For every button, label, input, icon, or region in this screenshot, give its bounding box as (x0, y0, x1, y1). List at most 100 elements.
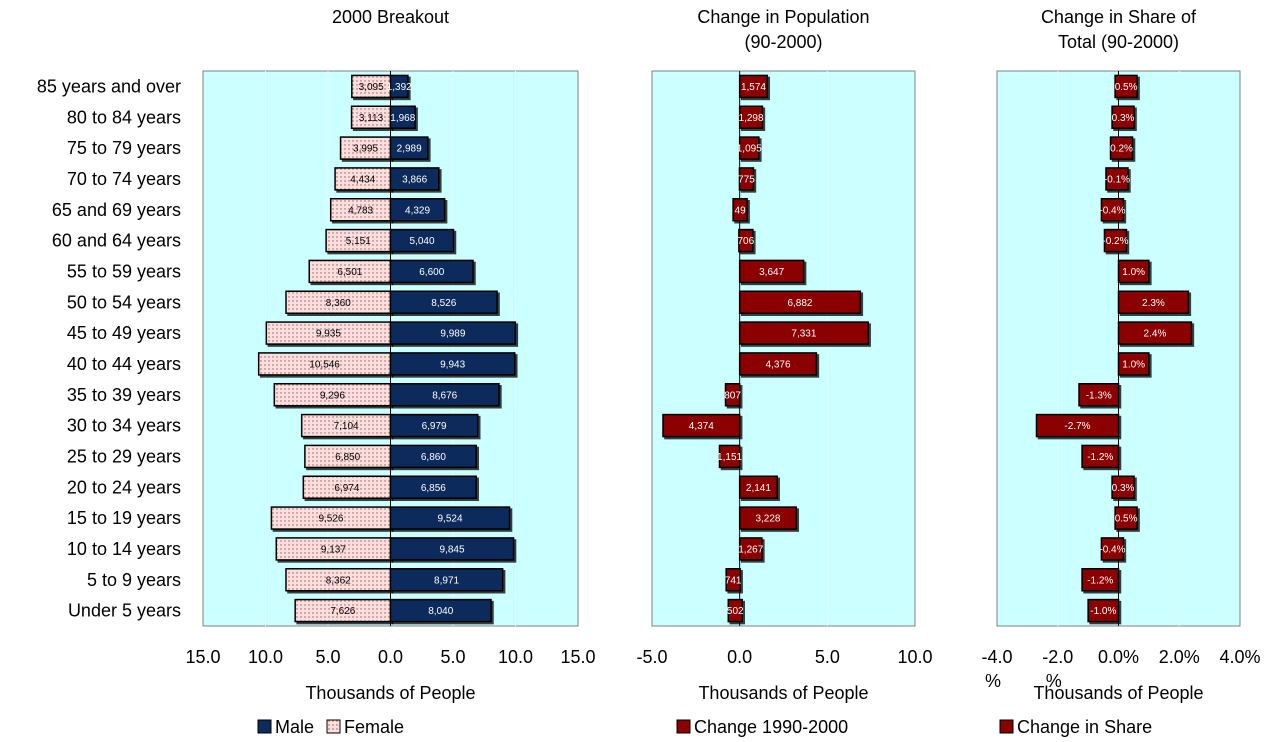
bar-male (389, 444, 477, 469)
bar-change (1111, 105, 1135, 129)
age-category-labels: 85 years and over 80 to 84 years 75 to 79 … (37, 76, 181, 620)
chart-title: 2000 Breakout (332, 7, 449, 27)
bar-change (1087, 598, 1120, 623)
chart-2000-breakout: 2000 Breakout 3,095 1,392 3,113 1,968 3,995 2,… (185, 7, 595, 737)
tick-label: -4.0 (981, 647, 1012, 667)
bar-label-change: 1.0% (1122, 359, 1145, 370)
bar-change (1114, 74, 1138, 99)
tick-label: 0.0% (1098, 647, 1139, 667)
bar-label-male: 6,856 (421, 483, 446, 494)
bar-change (738, 136, 760, 160)
bar-label-male: 4,329 (405, 205, 430, 216)
bar-label-change: -2.7% (1064, 421, 1090, 432)
bar-male (389, 259, 474, 284)
bar-change (1117, 259, 1150, 284)
bar-change (1117, 352, 1150, 376)
chart-title: Change in Share of (1041, 7, 1197, 27)
bar-label-female: 8,360 (326, 298, 351, 309)
category-label: 35 to 39 years (67, 385, 181, 405)
bar-label-female: 7,104 (334, 421, 359, 432)
category-label: 15 to 19 years (67, 508, 181, 528)
category-label: 60 and 64 years (52, 231, 181, 251)
bar-label-change: 0.5% (1115, 82, 1138, 93)
bar-label-male: 6,600 (419, 267, 444, 278)
bar-male (389, 198, 446, 222)
bar-label-change: 0.2% (1110, 144, 1133, 155)
bar-change (738, 105, 764, 129)
category-label: 45 to 49 years (67, 323, 181, 343)
bar-change (1109, 136, 1134, 160)
bar-male (389, 228, 455, 253)
bar-label-male: 8,676 (432, 390, 457, 401)
category-label: 50 to 54 years (67, 292, 181, 312)
tick-label: 4.0% (1219, 647, 1260, 667)
bar-label-female: 9,137 (321, 544, 346, 555)
x-axis-label: Thousands of People (698, 683, 868, 703)
legend-swatch (326, 719, 341, 734)
legend-swatch (257, 719, 272, 734)
bar-male (389, 475, 477, 499)
bar-change (1105, 167, 1129, 191)
bar-male (389, 383, 500, 407)
bar-change (738, 167, 755, 191)
bar-label-change: 1,151 (717, 452, 742, 463)
bar-label-change: 3,228 (755, 514, 780, 525)
category-label: 70 to 74 years (67, 169, 181, 189)
bar-label-change: 706 (738, 236, 755, 247)
bar-label-female: 9,296 (320, 390, 345, 401)
legend-label: Change in Share (1017, 717, 1152, 737)
category-label: 5 to 9 years (87, 570, 181, 590)
bar-change (738, 74, 769, 99)
category-label: 20 to 24 years (67, 477, 181, 497)
bar-label-change: 6,882 (787, 298, 812, 309)
category-label: 30 to 34 years (67, 416, 181, 436)
bar-label-male: 9,943 (440, 359, 465, 370)
bar-change (724, 383, 741, 407)
bar-change (1103, 228, 1128, 253)
bar-label-change: 775 (738, 174, 755, 185)
bar-male (389, 167, 440, 191)
tick-label-unit: % (985, 671, 1001, 691)
legend-label: Male (275, 717, 314, 737)
bar-label-female: 4,783 (348, 205, 373, 216)
bar-label-female: 6,501 (337, 267, 362, 278)
bar-male (389, 568, 504, 592)
bar-label-change: -0.4% (1099, 544, 1125, 555)
tick-label: 15.0 (185, 647, 220, 667)
bar-label-change: 2.3% (1142, 298, 1165, 309)
tick-label: 0.0 (727, 647, 752, 667)
bar-change (725, 568, 741, 592)
chart-change-in-population: Change in Population (90-2000) 1,574 1,298 1… (636, 7, 932, 737)
bar-change (1100, 537, 1125, 561)
plot-area (651, 70, 916, 627)
tick-label: 2.0% (1159, 647, 1200, 667)
bar-label-change: 0.3% (1112, 483, 1135, 494)
bar-change (738, 506, 798, 530)
bar-label-female: 5,151 (346, 236, 371, 247)
tick-label-unit: % (1046, 671, 1062, 691)
bar-change (718, 444, 741, 469)
bar-change (738, 290, 862, 314)
bar-change (738, 321, 869, 345)
category-label: 40 to 44 years (67, 354, 181, 374)
bar-label-change: 0.5% (1115, 514, 1138, 525)
bar-label-change: 807 (724, 390, 741, 401)
tick-label: -5.0 (636, 647, 667, 667)
bar-label-change: -0.4% (1099, 205, 1125, 216)
category-label: 80 to 84 years (67, 107, 181, 127)
bar-label-female: 9,526 (318, 514, 343, 525)
bar-male (389, 136, 429, 160)
tick-label: 5.0 (315, 647, 340, 667)
bar-male (389, 74, 409, 99)
x-axis-label: Thousands of People (305, 683, 475, 703)
bar-label-male: 6,860 (421, 452, 446, 463)
bar-label-male: 9,524 (438, 514, 463, 525)
bar-label-change: -0.1% (1104, 174, 1130, 185)
tick-label: 15.0 (560, 647, 595, 667)
bar-change (732, 198, 748, 222)
category-label: 10 to 14 years (67, 539, 181, 559)
bar-change (1114, 506, 1138, 530)
bar-label-male: 9,989 (440, 329, 465, 340)
bar-label-female: 6,974 (334, 483, 359, 494)
